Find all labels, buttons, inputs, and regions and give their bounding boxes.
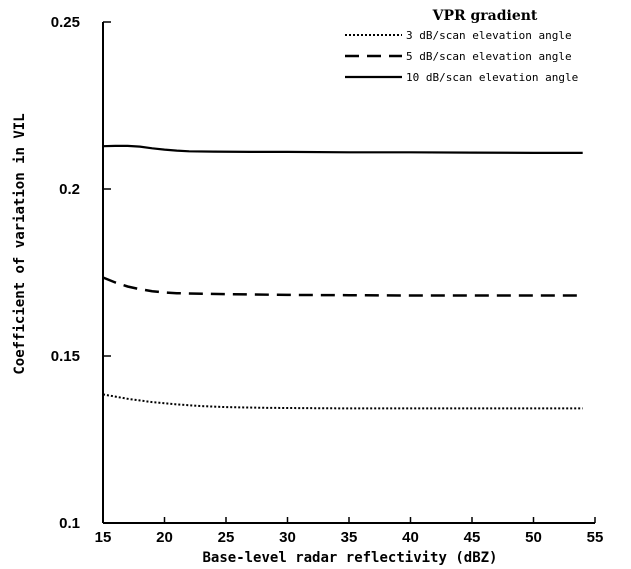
x-tick-label: 15 [95, 529, 112, 546]
legend-label-2: 5 dB/scan elevation angle [406, 50, 572, 63]
y-tick-label: 0.2 [59, 181, 80, 198]
x-tick-label: 35 [341, 529, 358, 546]
series-line-1 [102, 393, 583, 410]
axes: 15 20 25 30 35 40 45 50 55 0.1 0.15 0.2 0.25 [51, 14, 604, 546]
legend-title: VPR gradient [432, 8, 538, 24]
x-tick-label: 20 [156, 529, 173, 546]
x-tick-label: 55 [587, 529, 604, 546]
legend-label-1: 3 dB/scan elevation angle [406, 29, 572, 42]
x-axis-title: Base-level radar reflectivity (dBZ) [202, 550, 497, 566]
x-tick-label: 30 [279, 529, 296, 546]
legend: VPR gradient 3 dB/scan elevation angle 5 … [345, 8, 578, 84]
x-tick-label: 45 [464, 529, 481, 546]
legend-label-3: 10 dB/scan elevation angle [406, 71, 578, 84]
series-line-2 [102, 276, 583, 297]
x-tick-label: 50 [525, 529, 542, 546]
x-tick-label: 25 [218, 529, 235, 546]
y-tick-label: 0.25 [51, 14, 80, 31]
series-group [102, 144, 583, 410]
x-tick-label: 40 [402, 529, 419, 546]
y-axis-title: Coefficient of variation in VIL [12, 113, 28, 374]
y-tick-label: 0.15 [51, 348, 80, 365]
y-tick-label: 0.1 [59, 515, 80, 532]
series-line-3 [102, 144, 583, 154]
